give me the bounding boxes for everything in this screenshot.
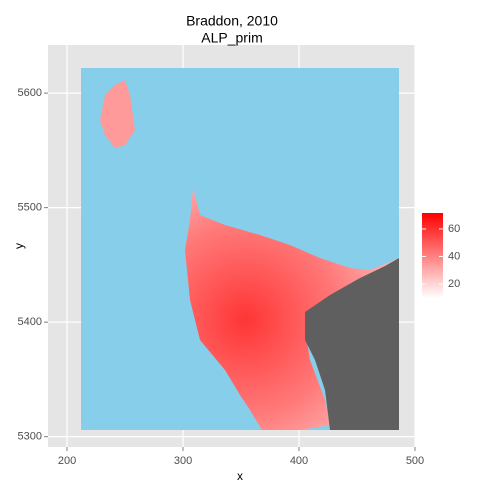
colorbar-tick-label: 60 [448,223,460,235]
raster-island [100,80,135,148]
chart-subtitle: ALP_prim [201,30,262,46]
x-tick-label: 200 [58,455,76,467]
x-axis-title: x [237,469,243,483]
chart-title: Braddon, 2010 [186,13,278,29]
y-tick-label: 5300 [18,431,42,443]
x-tick-label: 300 [174,455,192,467]
raster-missing [305,258,399,430]
y-tick-label: 5400 [18,316,42,328]
colorbar-tick-label: 20 [448,278,460,290]
y-axis-title: y [12,243,26,249]
x-tick-label: 400 [290,455,308,467]
colorbar-tick-label: 40 [448,250,460,262]
colorbar [422,213,443,298]
raster-land [185,188,399,430]
y-tick-label: 5500 [18,202,42,214]
y-tick-label: 5600 [18,87,42,99]
x-tick-label: 500 [406,455,424,467]
